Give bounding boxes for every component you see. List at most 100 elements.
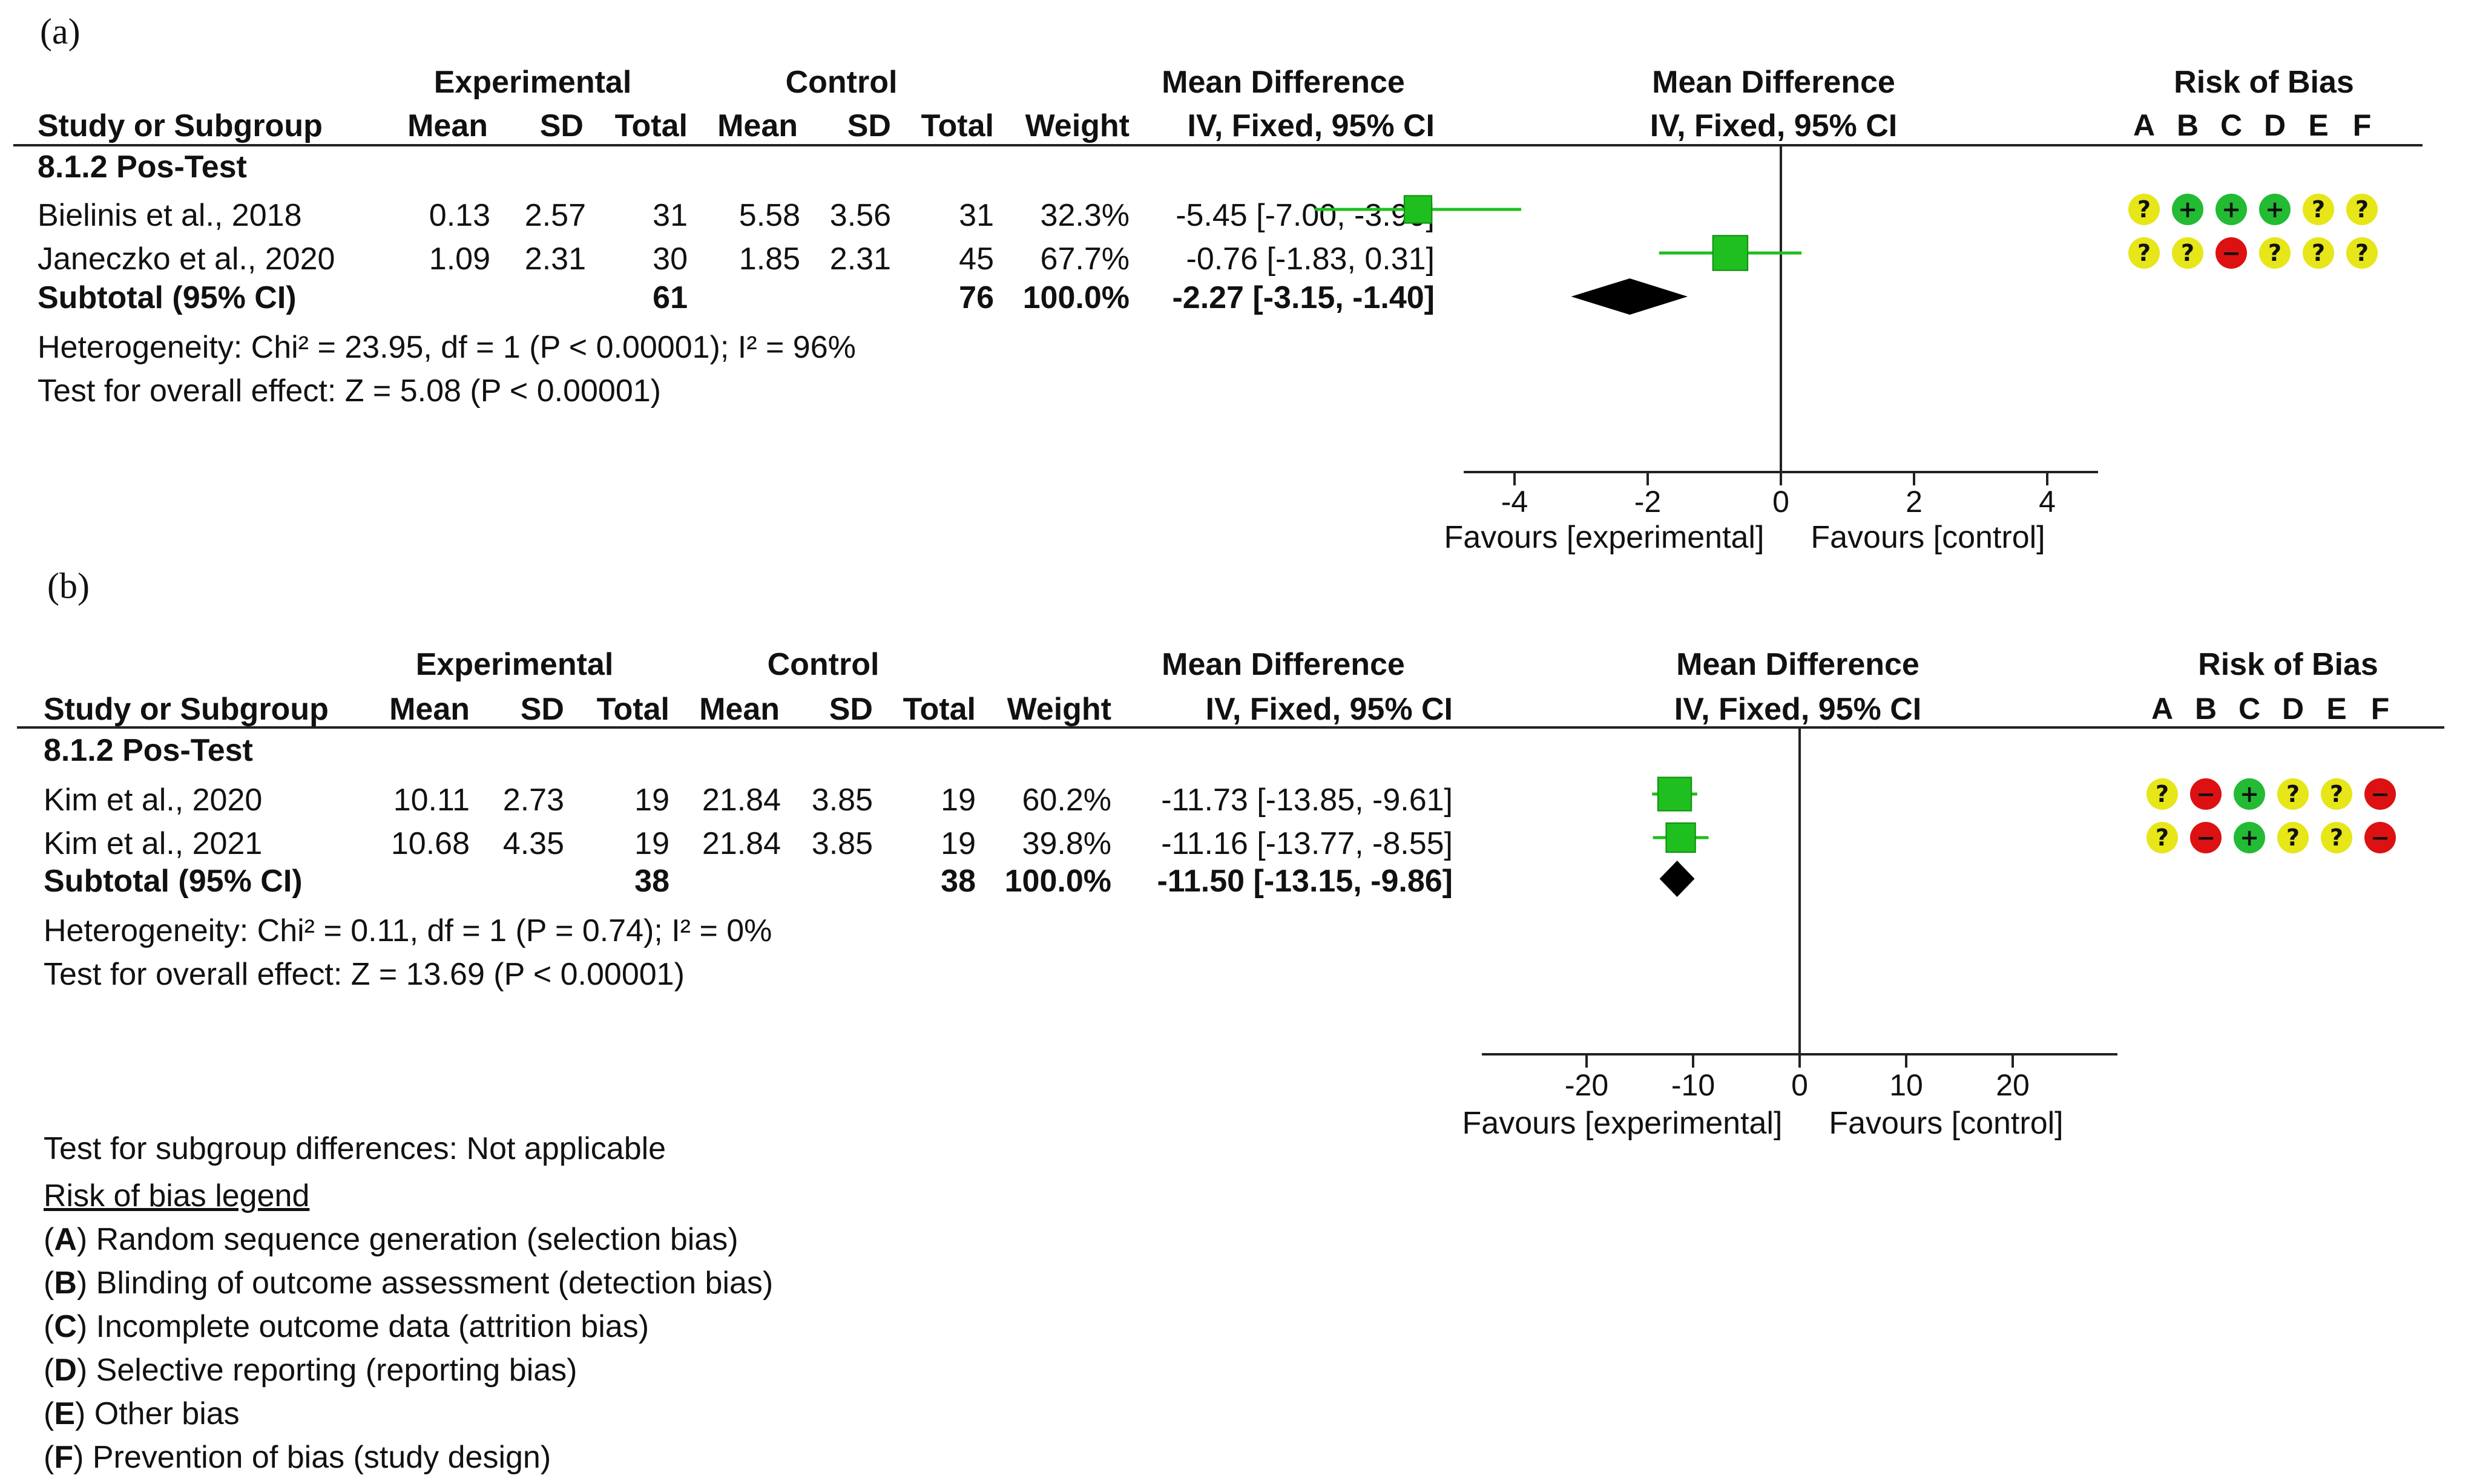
study-ci: -11.73 [-13.85, -9.61] — [1161, 783, 1453, 818]
rob-symbol: ? — [2355, 240, 2369, 266]
rob-unclear-icon — [2259, 237, 2291, 269]
favours-experimental-label: Favours [experimental] — [1444, 520, 1765, 555]
study-total: 31 — [653, 198, 688, 233]
col-csd: SD — [847, 108, 891, 143]
rob-legend-item: (D) Selective reporting (reporting bias) — [44, 1353, 577, 1388]
col-ci-left: IV, Fixed, 95% CI — [1205, 692, 1453, 727]
rob-unclear-icon — [2321, 822, 2352, 853]
rob-legend-key: A — [54, 1222, 77, 1257]
overall-effect-text: Test for overall effect: Z = 5.08 (P < 0… — [38, 373, 661, 409]
rob-legend-text: Prevention of bias (study design) — [92, 1440, 551, 1475]
study-ctotal: 19 — [941, 783, 976, 818]
study-weight: 32.3% — [1040, 198, 1130, 233]
rob-letter: C — [2220, 108, 2242, 142]
rob-letter: D — [2264, 108, 2286, 142]
rob-letter: F — [2353, 108, 2372, 142]
study-total: 30 — [653, 241, 688, 277]
study-name: Janeczko et al., 2020 — [38, 241, 335, 277]
panel-b-label: (b) — [47, 566, 90, 606]
x-tick-label: 0 — [1791, 1068, 1808, 1102]
heterogeneity-text: Heterogeneity: Chi² = 0.11, df = 1 (P = … — [44, 913, 772, 948]
md-header-right: Mean Difference — [1676, 647, 1919, 682]
col-sd: SD — [520, 692, 564, 727]
subtotal-ctotal: 76 — [959, 280, 994, 315]
rob-symbol: − — [2196, 781, 2215, 807]
rob-symbol: ? — [2330, 824, 2343, 851]
rob-letter: B — [2195, 692, 2217, 726]
risk-of-bias-grid-b: A B C D E F? − +?? −? − +?? − — [2146, 692, 2396, 853]
rob-symbol: ? — [2286, 781, 2300, 807]
study-ci: -0.76 [-1.83, 0.31] — [1186, 241, 1435, 277]
study-ci: -11.16 [-13.77, -8.55] — [1161, 826, 1453, 861]
study-csd: 3.56 — [829, 198, 891, 233]
rob-unclear-icon — [2321, 778, 2352, 810]
rob-high-icon — [2364, 822, 2396, 853]
rob-letter: D — [2282, 692, 2304, 726]
rob-unclear-icon — [2303, 237, 2334, 269]
favours-control-label: Favours [control] — [1811, 520, 2045, 555]
rob-letter: E — [2326, 692, 2346, 726]
rob-legend-item: (C) Incomplete outcome data (attrition b… — [44, 1309, 650, 1344]
rob-legend-text: Incomplete outcome data (attrition bias) — [96, 1309, 650, 1344]
x-tick-label: -10 — [1671, 1068, 1715, 1102]
rob-legend-text: Blinding of outcome assessment (detectio… — [96, 1266, 774, 1301]
rob-low-icon — [2215, 194, 2247, 225]
experimental-group-header: Experimental — [415, 647, 614, 682]
rob-low-icon — [2234, 822, 2265, 853]
rob-legend-text: Selective reporting (reporting bias) — [96, 1353, 577, 1388]
subgroup-label: 8.1.2 Pos-Test — [38, 149, 247, 185]
subgroup-differences-text: Test for subgroup differences: Not appli… — [44, 1131, 666, 1166]
study-cmean: 1.85 — [738, 241, 800, 277]
rob-symbol: ? — [2156, 824, 2169, 851]
header-rule-b — [17, 726, 2444, 729]
md-header-right: Mean Difference — [1652, 65, 1895, 100]
subtotal-ctotal: 38 — [941, 864, 976, 899]
rob-symbol: ? — [2137, 240, 2151, 266]
pooled-diamond — [1659, 861, 1695, 897]
rob-symbol: ? — [2312, 240, 2325, 266]
col-study: Study or Subgroup — [38, 108, 323, 143]
md-header-left: Mean Difference — [1162, 65, 1405, 100]
rob-legend-title: Risk of bias legend — [44, 1178, 310, 1213]
col-ci-right: IV, Fixed, 95% CI — [1674, 692, 1922, 727]
favours-control-label: Favours [control] — [1829, 1106, 2064, 1141]
study-total: 19 — [634, 783, 669, 818]
rob-unclear-icon — [2146, 822, 2178, 853]
rob-letter: E — [2308, 108, 2328, 142]
rob-letter: B — [2177, 108, 2199, 142]
forest-plot-a: -4 -2 0 2 4 — [1315, 144, 2098, 519]
rob-legend-item: (B) Blinding of outcome assessment (dete… — [44, 1266, 774, 1301]
rob-legend-item: (F) Prevention of bias (study design) — [44, 1440, 551, 1475]
col-weight: Weight — [1025, 108, 1130, 143]
col-ctotal: Total — [921, 108, 994, 143]
col-ci-left: IV, Fixed, 95% CI — [1187, 108, 1435, 143]
rob-legend-text: Random sequence generation (selection bi… — [96, 1222, 738, 1257]
rob-unclear-icon — [2277, 778, 2309, 810]
col-total: Total — [596, 692, 669, 727]
rob-header: Risk of Bias — [2174, 65, 2354, 100]
rob-legend-item: (E) Other bias — [44, 1396, 240, 1431]
study-cmean: 21.84 — [702, 826, 781, 861]
study-mean: 10.11 — [393, 783, 470, 818]
subtotal-ci: -2.27 [-3.15, -1.40] — [1172, 280, 1435, 315]
study-mean: 1.09 — [429, 241, 490, 277]
rob-symbol: ? — [2181, 240, 2194, 266]
x-tick-label: -2 — [1634, 485, 1661, 519]
rob-high-icon — [2364, 778, 2396, 810]
rob-unclear-icon — [2128, 194, 2160, 225]
study-sd: 2.73 — [502, 783, 564, 818]
rob-symbol: ? — [2286, 824, 2300, 851]
x-tick-label: -4 — [1501, 485, 1528, 519]
study-mean: 0.13 — [429, 198, 490, 233]
rob-symbol: + — [2240, 824, 2259, 851]
col-total: Total — [614, 108, 688, 143]
x-tick-label: -20 — [1565, 1068, 1608, 1102]
rob-high-icon — [2190, 822, 2222, 853]
rob-legend-key: E — [54, 1396, 76, 1431]
study-total: 19 — [634, 826, 669, 861]
heterogeneity-text: Heterogeneity: Chi² = 23.95, df = 1 (P <… — [38, 330, 856, 365]
rob-header: Risk of Bias — [2198, 647, 2378, 682]
rob-symbol: ? — [2268, 240, 2281, 266]
rob-symbol: − — [2370, 781, 2390, 807]
study-name: Bielinis et al., 2018 — [38, 198, 302, 233]
